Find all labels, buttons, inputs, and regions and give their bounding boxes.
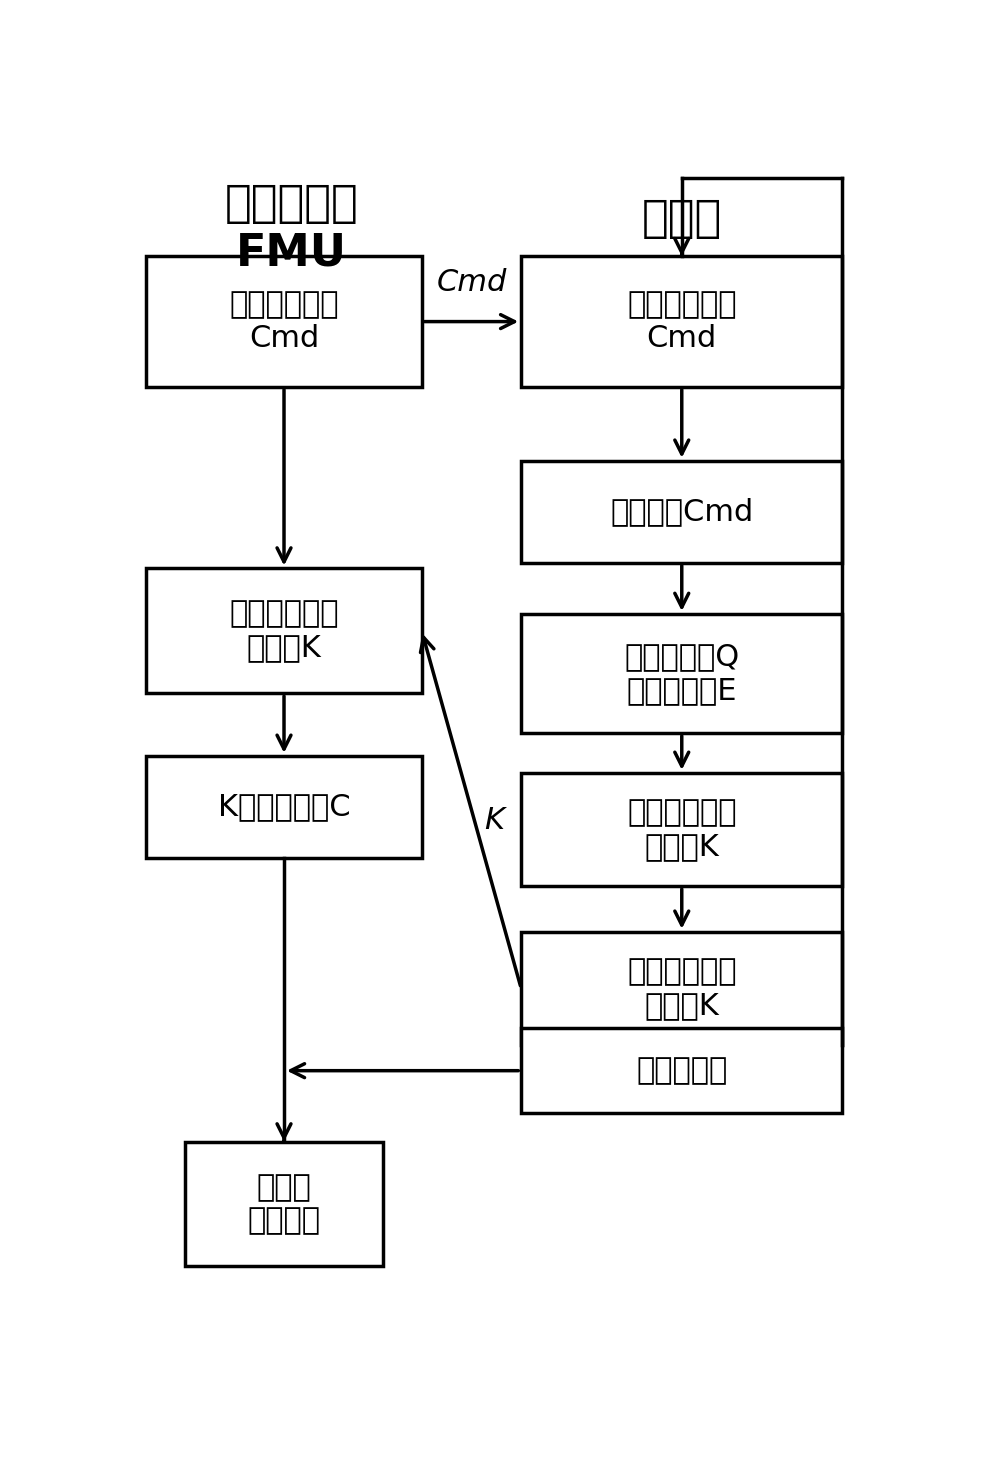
Text: 区域管理器
FMU: 区域管理器 FMU (225, 181, 358, 274)
Text: 发出热量请求
Cmd: 发出热量请求 Cmd (229, 290, 338, 352)
Text: 发送随机化数
据密文K: 发送随机化数 据密文K (626, 957, 736, 1020)
Text: 产生随机化数
据密文K: 产生随机化数 据密文K (626, 799, 736, 861)
Text: 分析请求Cmd: 分析请求Cmd (609, 497, 752, 526)
Text: 融合成
可信信息: 融合成 可信信息 (247, 1173, 320, 1235)
FancyBboxPatch shape (521, 932, 841, 1045)
Text: 完整性证据: 完整性证据 (636, 1057, 727, 1085)
FancyBboxPatch shape (184, 1142, 383, 1266)
Text: Cmd: Cmd (436, 268, 506, 296)
FancyBboxPatch shape (146, 569, 421, 693)
FancyBboxPatch shape (521, 460, 841, 563)
FancyBboxPatch shape (521, 256, 841, 386)
Text: 计算热量值Q
和随机密鑰E: 计算热量值Q 和随机密鑰E (623, 643, 739, 705)
FancyBboxPatch shape (521, 772, 841, 886)
FancyBboxPatch shape (146, 756, 421, 858)
Text: K: K (484, 806, 504, 836)
Text: K解密为明文C: K解密为明文C (218, 793, 350, 821)
FancyBboxPatch shape (146, 256, 421, 386)
FancyBboxPatch shape (521, 1029, 841, 1113)
Text: 接收随机化数
据密文K: 接收随机化数 据密文K (229, 600, 338, 662)
Text: 热量表: 热量表 (641, 198, 721, 240)
Text: 接收热量请求
Cmd: 接收热量请求 Cmd (626, 290, 736, 352)
FancyBboxPatch shape (521, 613, 841, 733)
